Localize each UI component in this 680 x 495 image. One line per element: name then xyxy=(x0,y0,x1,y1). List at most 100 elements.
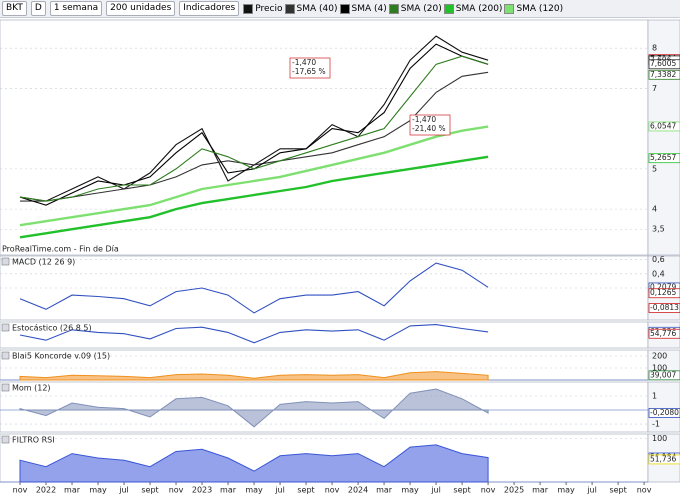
panel-icon xyxy=(1,435,10,444)
annotation-box xyxy=(409,114,451,136)
legend-label: SMA (4) xyxy=(351,3,387,14)
legend-entry[interactable]: SMA (20) xyxy=(388,3,442,14)
panel-title: Blai5 Koncorde v.09 (15) xyxy=(12,352,110,361)
mode-button[interactable]: D xyxy=(30,1,46,16)
value-tag xyxy=(648,370,680,381)
x-tick-label: may xyxy=(401,486,419,495)
value-label: 0,1265 xyxy=(650,288,676,297)
value-label: 39,007 xyxy=(650,370,676,379)
line xyxy=(19,155,489,239)
x-tick-label: sept xyxy=(297,486,314,495)
annotation: -1,470 xyxy=(292,58,316,67)
line xyxy=(19,125,489,227)
x-tick-label: mar xyxy=(376,486,393,495)
legend-entry[interactable]: SMA (200) xyxy=(443,3,503,14)
y-tick-label: 200 xyxy=(652,352,667,361)
value-label: 51,736 xyxy=(650,454,676,463)
area xyxy=(19,388,489,428)
area xyxy=(19,371,489,381)
x-tick-label: nov xyxy=(637,486,652,495)
legend-swatch xyxy=(504,3,515,14)
panel-icon xyxy=(1,351,10,360)
annotation: -21,40 % xyxy=(412,124,446,133)
x-tick-label: may xyxy=(245,486,263,495)
panel xyxy=(0,19,649,256)
price-axis xyxy=(647,381,680,433)
x-tick-label: nov xyxy=(481,486,496,495)
value-tag xyxy=(648,288,680,299)
value-tag xyxy=(648,153,680,164)
value-tag xyxy=(648,454,680,465)
annotation: -1,470 xyxy=(412,115,436,124)
y-tick-label: 100 xyxy=(652,434,667,443)
area xyxy=(19,444,489,483)
x-tick-label: may xyxy=(557,486,575,495)
legend-label: SMA (120) xyxy=(516,3,564,14)
panel-icon xyxy=(1,383,10,392)
value-label: 6,0547 xyxy=(650,121,676,130)
toolbar: BKT D 1 semana 200 unidades Indicadores … xyxy=(0,0,680,18)
symbol-button[interactable]: BKT xyxy=(2,1,27,16)
legend-swatch xyxy=(284,3,295,14)
panel-icon xyxy=(1,323,10,332)
line xyxy=(19,55,489,202)
legend-entry[interactable]: SMA (120) xyxy=(504,3,564,14)
value-tag xyxy=(648,408,680,418)
value-tag xyxy=(648,328,680,339)
period-button[interactable]: 1 semana xyxy=(49,1,103,16)
x-tick-label: jul xyxy=(274,486,285,495)
annotation: -17,65 % xyxy=(292,67,326,76)
y-tick-label: 5 xyxy=(652,164,657,173)
legend-swatch xyxy=(443,3,454,14)
value-tag xyxy=(648,303,680,313)
y-tick-label: 100 xyxy=(652,364,667,373)
panel-title: Mom (12) xyxy=(12,384,51,393)
x-tick-label: mar xyxy=(220,486,237,495)
y-tick-label: 3,5 xyxy=(652,225,665,234)
legend-swatch xyxy=(243,3,254,14)
value-label: 7,6005 xyxy=(650,59,676,68)
x-tick-label: sept xyxy=(141,486,158,495)
y-tick-label: 0,6 xyxy=(652,255,665,264)
units-button[interactable]: 200 unidades xyxy=(106,1,176,16)
line xyxy=(19,324,489,344)
chart: 87543,57,72647,6967,60057,33826,05475,26… xyxy=(0,19,680,495)
x-tick-label: 2022 xyxy=(36,486,56,495)
x-tick-label: 2025 xyxy=(504,486,524,495)
legend-entry[interactable]: SMA (40) xyxy=(284,3,338,14)
legend-swatch xyxy=(388,3,399,14)
x-tick-label: nov xyxy=(325,486,340,495)
annotation-box xyxy=(289,57,331,79)
x-tick-label: sept xyxy=(609,486,626,495)
legend-entry[interactable]: Precio xyxy=(243,3,283,14)
y-tick-label: 7 xyxy=(652,84,657,93)
legend-label: SMA (40) xyxy=(296,3,338,14)
x-tick-label: jul xyxy=(586,486,597,495)
panel-title: Estocástico (26 8 5) xyxy=(12,324,92,333)
y-tick-label: 8 xyxy=(652,44,657,53)
value-label: 7,3382 xyxy=(650,70,676,79)
x-tick-label: mar xyxy=(64,486,81,495)
x-tick-label: nov xyxy=(13,486,28,495)
x-tick-label: may xyxy=(89,486,107,495)
panel-title: MACD (12 26 9) xyxy=(12,258,75,267)
y-tick-label: 1 xyxy=(652,392,657,401)
x-tick-label: 2024 xyxy=(348,486,368,495)
x-tick-label: mar xyxy=(532,486,549,495)
x-tick-label: jul xyxy=(430,486,441,495)
panel-title: FILTRO RSI xyxy=(12,436,55,445)
value-tag xyxy=(648,69,680,80)
legend-label: SMA (200) xyxy=(455,3,503,14)
indicators-button[interactable]: Indicadores xyxy=(179,1,240,16)
value-tag xyxy=(648,59,680,70)
y-tick-label: -1 xyxy=(652,420,660,429)
x-tick-label: nov xyxy=(169,486,184,495)
y-tick-label: 0,4 xyxy=(652,269,665,278)
panel xyxy=(0,321,649,349)
source-label: ProRealTime.com - Fin de Día xyxy=(2,245,119,254)
legend-entry[interactable]: SMA (4) xyxy=(339,3,387,14)
x-tick-label: sept xyxy=(453,486,470,495)
line xyxy=(19,262,489,314)
value-tag xyxy=(648,121,680,132)
